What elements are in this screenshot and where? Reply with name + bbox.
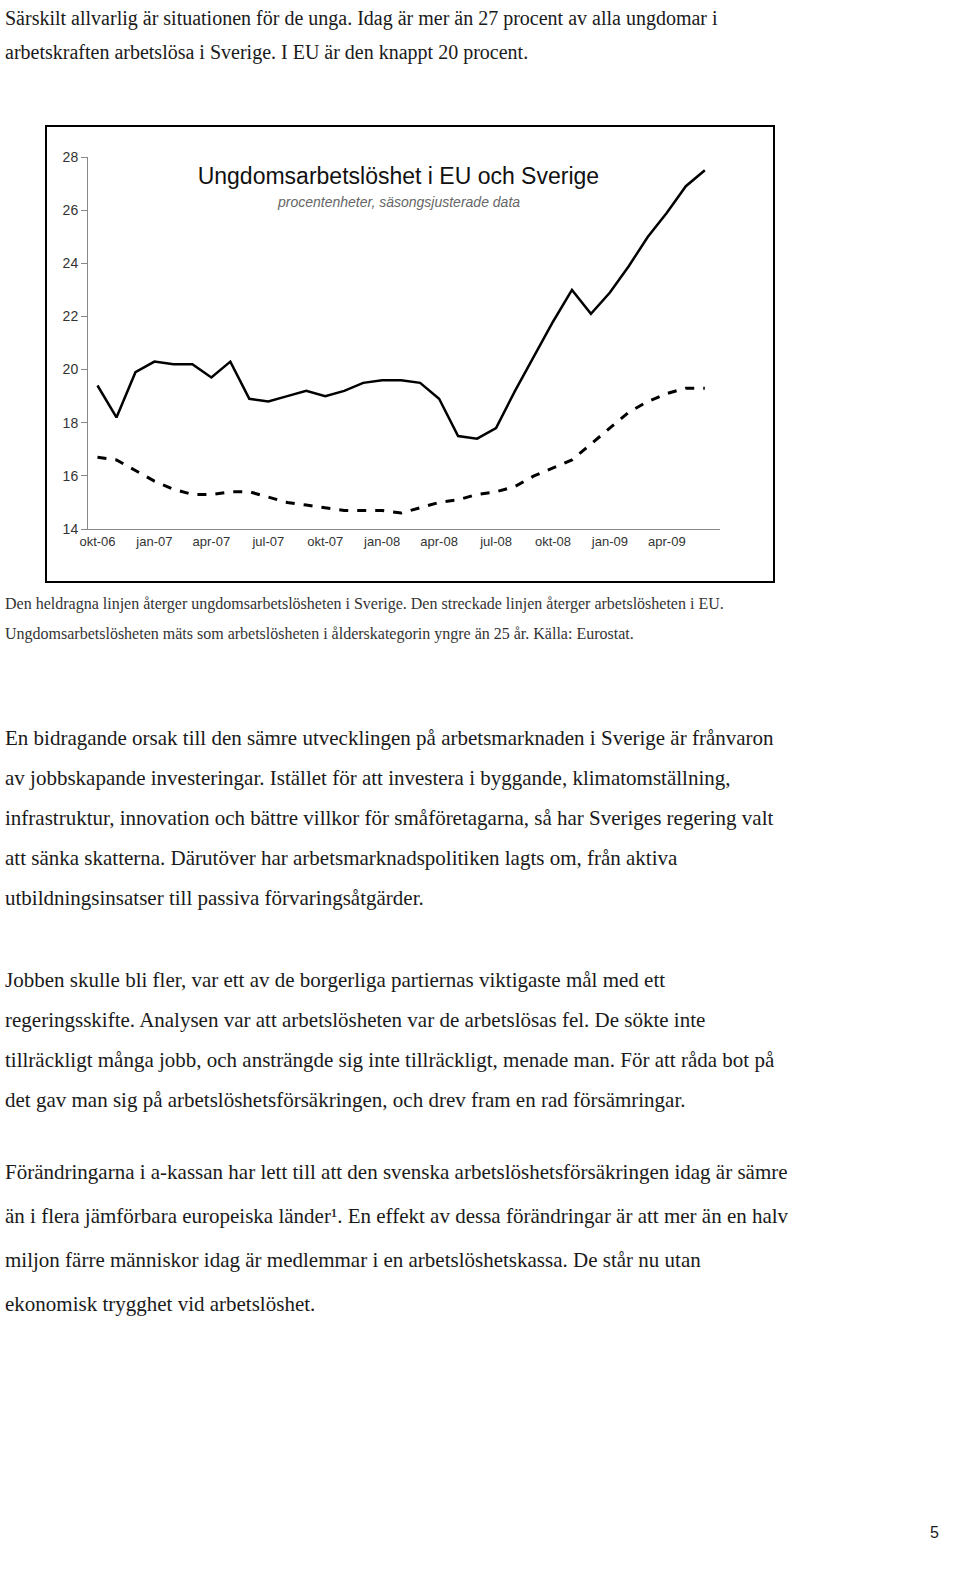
svg-text:16: 16 xyxy=(63,468,79,484)
html-text:att sänka skatterna. Därutöver: att sänka skatterna. Därutöver har arbet… xyxy=(5,846,678,870)
html-text:Ungdomsarbetslösheten mäts som: Ungdomsarbetslösheten mäts som arbetslös… xyxy=(5,625,634,642)
svg-text:28: 28 xyxy=(63,149,79,165)
svg-text:apr-09: apr-09 xyxy=(648,534,686,549)
svg-text:jul-08: jul-08 xyxy=(479,534,512,549)
html-text:miljon färre människor idag är: miljon färre människor idag är medlemmar… xyxy=(5,1248,701,1272)
html-text:regeringsskifte. Analysen var: regeringsskifte. Analysen var att arbets… xyxy=(5,1008,706,1032)
html-text:Jobben skulle bli fler, var et: Jobben skulle bli fler, var ett av de bo… xyxy=(5,968,666,992)
html-text:arbetskraften arbetslösa i Sve: arbetskraften arbetslösa i Sverige. I EU… xyxy=(5,41,529,63)
svg-text:18: 18 xyxy=(63,415,79,431)
svg-text:okt-06: okt-06 xyxy=(79,534,115,549)
html-text:Den heldragna linjen återger u: Den heldragna linjen återger ungdomsarbe… xyxy=(5,595,724,612)
svg-text:22: 22 xyxy=(63,308,79,324)
svg-text:jan-08: jan-08 xyxy=(363,534,400,549)
svg-text:okt-07: okt-07 xyxy=(307,534,343,549)
html-text:5: 5 xyxy=(930,1524,939,1541)
svg-text:jul-07: jul-07 xyxy=(251,534,284,549)
html-text:än i flera jämförbara europeis: än i flera jämförbara europeiska länder¹… xyxy=(5,1204,789,1228)
svg-text:26: 26 xyxy=(63,202,79,218)
html-text:av jobbskapande investeringar.: av jobbskapande investeringar. Istället … xyxy=(5,766,731,790)
svg-text:20: 20 xyxy=(63,361,79,377)
html-text:En bidragande orsak till den s: En bidragande orsak till den sämre utvec… xyxy=(5,726,774,750)
svg-text:okt-08: okt-08 xyxy=(535,534,571,549)
svg-text:procentenheter, säsongsjustera: procentenheter, säsongsjusterade data xyxy=(277,194,520,210)
html-text:Särskilt allvarlig är situatio: Särskilt allvarlig är situationen för de… xyxy=(5,7,718,29)
svg-text:24: 24 xyxy=(63,255,79,271)
svg-text:jan-09: jan-09 xyxy=(591,534,628,549)
svg-text:apr-07: apr-07 xyxy=(193,534,231,549)
html-text:infrastruktur, innovation och: infrastruktur, innovation och bättre vil… xyxy=(5,806,774,830)
html-text:Förändringarna i a-kassan har: Förändringarna i a-kassan har lett till … xyxy=(5,1160,788,1184)
svg-text:apr-08: apr-08 xyxy=(420,534,458,549)
html-text:ekonomisk trygghet vid arbetsl: ekonomisk trygghet vid arbetslöshet. xyxy=(5,1292,316,1316)
svg-text:jan-07: jan-07 xyxy=(135,534,172,549)
html-text:tillräckligt många jobb, och a: tillräckligt många jobb, och ansträngde … xyxy=(5,1048,775,1072)
html-text:det gav man sig på arbetslöshe: det gav man sig på arbetslöshetsförsäkri… xyxy=(5,1088,686,1112)
svg-text:Ungdomsarbetslöshet i EU och S: Ungdomsarbetslöshet i EU och Sverige xyxy=(198,163,599,189)
svg-text:14: 14 xyxy=(63,521,79,537)
html-text:utbildningsinsatser till passi: utbildningsinsatser till passiva förvari… xyxy=(5,886,424,910)
